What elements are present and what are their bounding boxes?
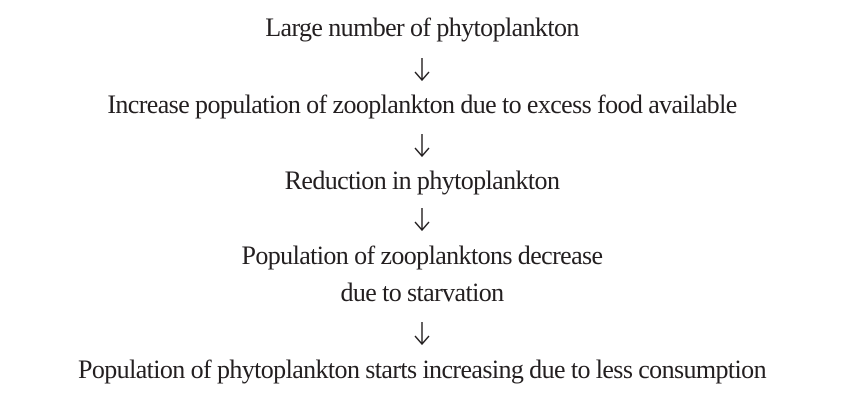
node-label: Population of zooplanktons decrease bbox=[242, 241, 603, 270]
arrow bbox=[414, 58, 430, 82]
node-label: Increase population of zooplankton due t… bbox=[107, 90, 736, 119]
arrow bbox=[414, 208, 430, 232]
node-label: Large number of phytoplankton bbox=[265, 13, 579, 42]
node-label: Reduction in phytoplankton bbox=[285, 166, 560, 195]
arrow bbox=[414, 322, 430, 346]
node-label: Population of phytoplankton starts incre… bbox=[78, 355, 767, 384]
node-label: due to starvation bbox=[340, 278, 504, 307]
arrow bbox=[414, 134, 430, 158]
